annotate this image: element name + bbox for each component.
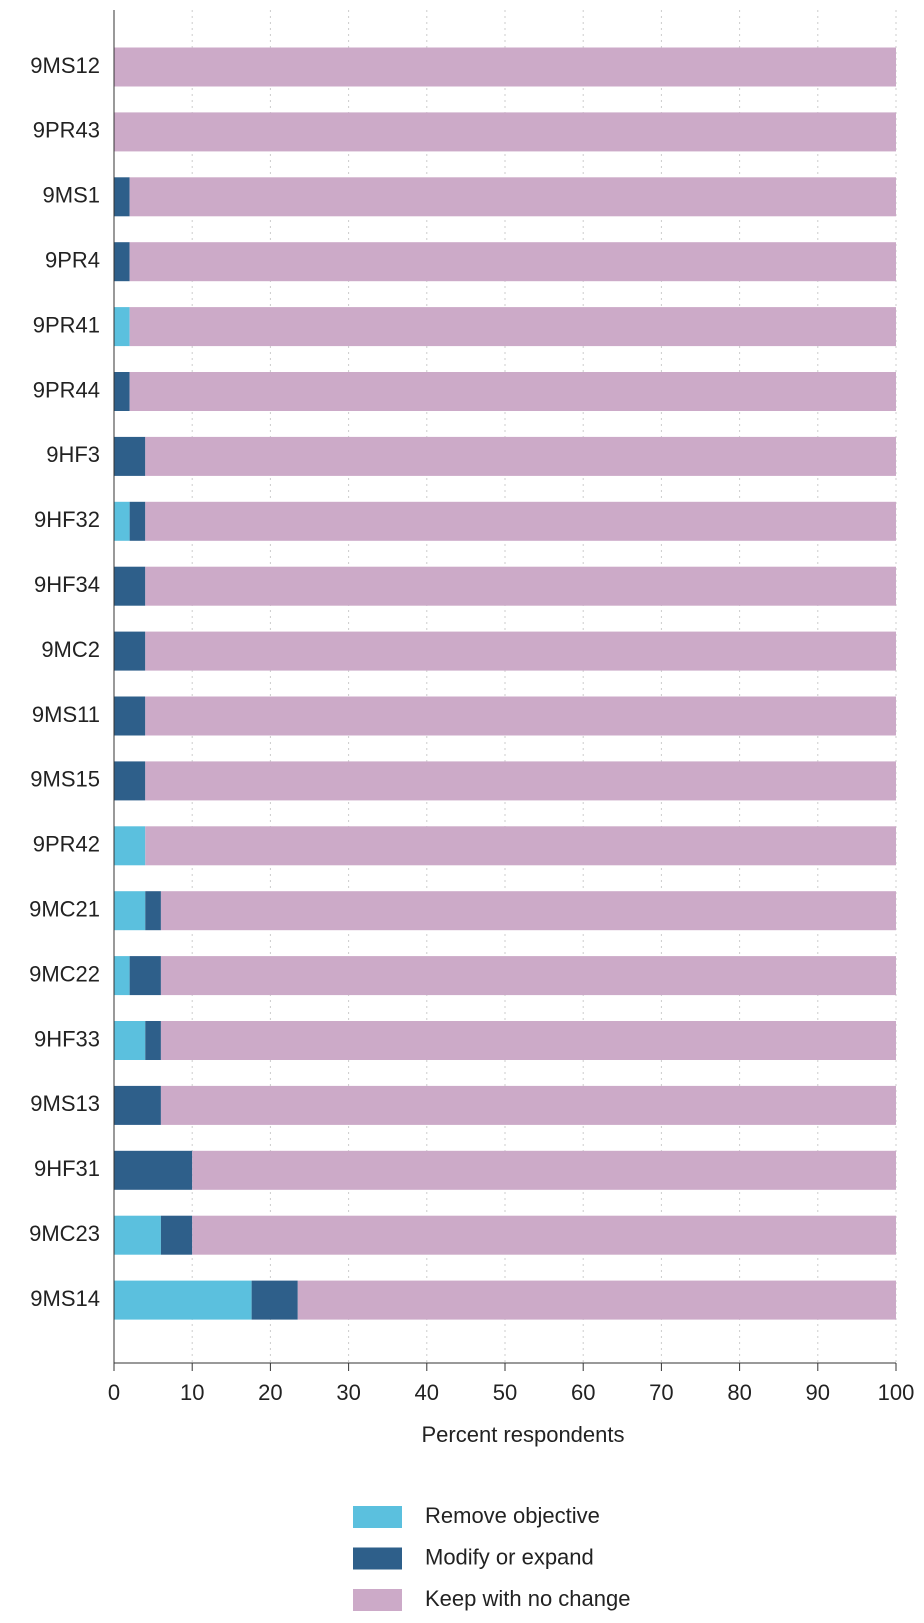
bar-segment	[145, 501, 896, 541]
y-tick-label: 9MC22	[29, 961, 100, 986]
bar-segment	[114, 891, 146, 931]
y-tick-label: 9MC21	[29, 897, 100, 922]
y-tick-label: 9MS12	[30, 53, 100, 78]
bar-segment	[114, 956, 130, 996]
bar-segment	[145, 696, 896, 736]
x-tick-label: 90	[806, 1380, 830, 1405]
bar-segment	[192, 1150, 896, 1190]
bar-segment	[129, 242, 896, 282]
x-tick-label: 80	[727, 1380, 751, 1405]
bar-segment	[114, 1021, 146, 1060]
bar-segment	[114, 1280, 252, 1320]
bar-segment	[145, 1021, 161, 1060]
bar-segment	[160, 891, 897, 931]
y-tick-label: 9PR42	[33, 832, 100, 857]
y-tick-label: 9HF32	[34, 507, 100, 532]
bar-segment	[160, 1021, 897, 1060]
x-tick-label: 10	[180, 1380, 204, 1405]
bar-segment	[192, 1215, 896, 1255]
legend-swatch	[353, 1589, 402, 1611]
x-tick-label: 50	[493, 1380, 517, 1405]
y-tick-label: 9PR4	[45, 248, 100, 273]
x-tick-label: 30	[336, 1380, 360, 1405]
bar-segment	[129, 372, 896, 411]
y-tick-label: 9HF34	[34, 572, 100, 597]
x-axis-title: Percent respondents	[421, 1422, 624, 1447]
bar-segment	[251, 1280, 298, 1320]
y-tick-label: 9PR44	[33, 377, 100, 402]
bar-segment	[129, 307, 896, 347]
bar-segment	[114, 177, 130, 217]
legend-label: Remove objective	[425, 1503, 600, 1528]
bar-segment	[160, 956, 897, 996]
bar-segment	[114, 112, 896, 152]
y-tick-label: 9MC2	[41, 637, 100, 662]
bar-segment	[114, 566, 146, 606]
bar-segment	[114, 761, 146, 801]
y-tick-label: 9MS15	[30, 767, 100, 792]
bar-segment	[114, 1085, 161, 1125]
bar-segment	[114, 436, 146, 476]
bar-segment	[145, 631, 896, 671]
y-tick-label: 9HF33	[34, 1026, 100, 1051]
y-tick-label: 9PR43	[33, 118, 100, 143]
bar-segment	[145, 761, 896, 801]
x-tick-label: 60	[571, 1380, 595, 1405]
legend-label: Keep with no change	[425, 1586, 631, 1611]
bar-segment	[160, 1215, 193, 1255]
bar-segment	[129, 956, 161, 996]
bar-segment	[129, 501, 146, 541]
bar-segment	[114, 501, 130, 541]
bar-segment	[129, 177, 896, 217]
bar-segment	[160, 1085, 897, 1125]
x-tick-label: 40	[415, 1380, 439, 1405]
bar-segment	[114, 47, 896, 87]
bar-segment	[114, 307, 130, 347]
bar-segment	[114, 631, 146, 671]
y-tick-label: 9PR41	[33, 312, 100, 337]
legend-swatch	[353, 1506, 402, 1528]
x-tick-label: 100	[878, 1380, 915, 1405]
bar-segment	[145, 826, 896, 866]
x-tick-label: 70	[649, 1380, 673, 1405]
y-tick-label: 9MS1	[43, 183, 100, 208]
bar-segment	[297, 1280, 896, 1320]
bar-segment	[114, 696, 146, 736]
y-tick-label: 9MC23	[29, 1221, 100, 1246]
bar-segment	[145, 566, 896, 606]
y-tick-label: 9MS11	[32, 702, 100, 727]
y-tick-label: 9MS14	[30, 1286, 100, 1311]
y-tick-label: 9HF31	[34, 1156, 100, 1181]
bar-segment	[114, 1150, 193, 1190]
legend-swatch	[353, 1547, 402, 1570]
x-tick-label: 20	[258, 1380, 282, 1405]
x-tick-label: 0	[108, 1380, 120, 1405]
bar-segment	[114, 826, 146, 866]
y-tick-label: 9HF3	[46, 442, 100, 467]
bar-segment	[114, 372, 130, 411]
bar-segment	[114, 1215, 161, 1255]
legend-label: Modify or expand	[425, 1544, 594, 1569]
bar-segment	[145, 436, 896, 476]
bar-segment	[145, 891, 161, 931]
y-tick-label: 9MS13	[30, 1091, 100, 1116]
bar-segment	[114, 242, 130, 282]
